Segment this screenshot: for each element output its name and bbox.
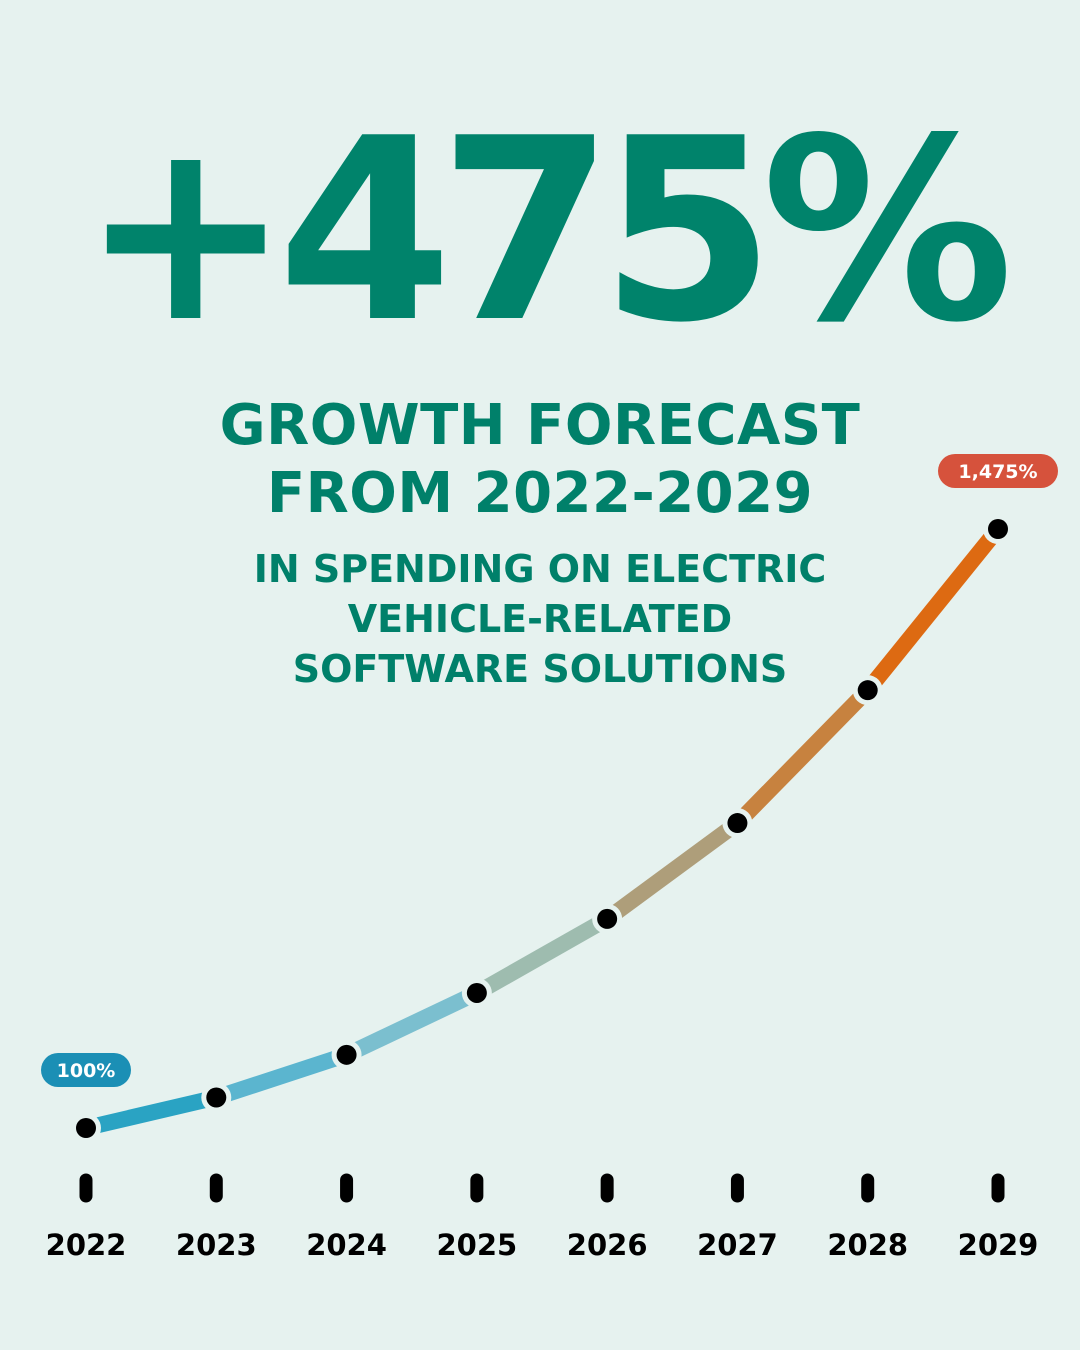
x-axis-tick-label: 2023 bbox=[176, 1228, 257, 1262]
series-line-segment bbox=[731, 684, 874, 829]
value-annotation-label: 100% bbox=[57, 1060, 116, 1082]
series-line-segment bbox=[861, 523, 1005, 696]
subtitle-line-3: IN SPENDING ON ELECTRIC bbox=[253, 547, 827, 591]
x-axis-tick-label: 2029 bbox=[958, 1228, 1039, 1262]
value-annotation-badge bbox=[938, 454, 1058, 488]
data-point bbox=[76, 1118, 96, 1138]
value-annotation-badge bbox=[41, 1053, 131, 1087]
series-line-segment bbox=[472, 911, 612, 1000]
data-point bbox=[336, 1044, 357, 1065]
data-point bbox=[466, 982, 487, 1003]
series-line-segment bbox=[84, 1089, 219, 1136]
series-line-segment bbox=[213, 1047, 350, 1106]
data-point bbox=[206, 1087, 227, 1108]
x-axis-tick-label: 2026 bbox=[567, 1228, 648, 1262]
series-line-segment bbox=[602, 816, 743, 926]
subtitle-line-1: GROWTH FORECAST bbox=[219, 393, 861, 458]
data-point bbox=[857, 680, 878, 701]
x-axis-tick-label: 2028 bbox=[827, 1228, 908, 1262]
value-annotation-label: 1,475% bbox=[958, 461, 1037, 483]
x-axis-tick-label: 2022 bbox=[46, 1228, 127, 1262]
subtitle-line-4: VEHICLE-RELATED bbox=[347, 597, 733, 641]
series-line-segment bbox=[343, 985, 481, 1063]
subtitle-line-5: SOFTWARE SOLUTIONS bbox=[292, 647, 788, 691]
subtitle-line-2: FROM 2022-2029 bbox=[266, 461, 814, 526]
data-point bbox=[727, 813, 748, 834]
data-point bbox=[988, 519, 1008, 539]
x-axis-tick-label: 2025 bbox=[436, 1228, 517, 1262]
x-axis-tick-label: 2027 bbox=[697, 1228, 778, 1262]
x-axis-tick-label: 2024 bbox=[306, 1228, 387, 1262]
data-point bbox=[597, 908, 618, 929]
headline-percentage: +475% bbox=[80, 85, 1014, 378]
